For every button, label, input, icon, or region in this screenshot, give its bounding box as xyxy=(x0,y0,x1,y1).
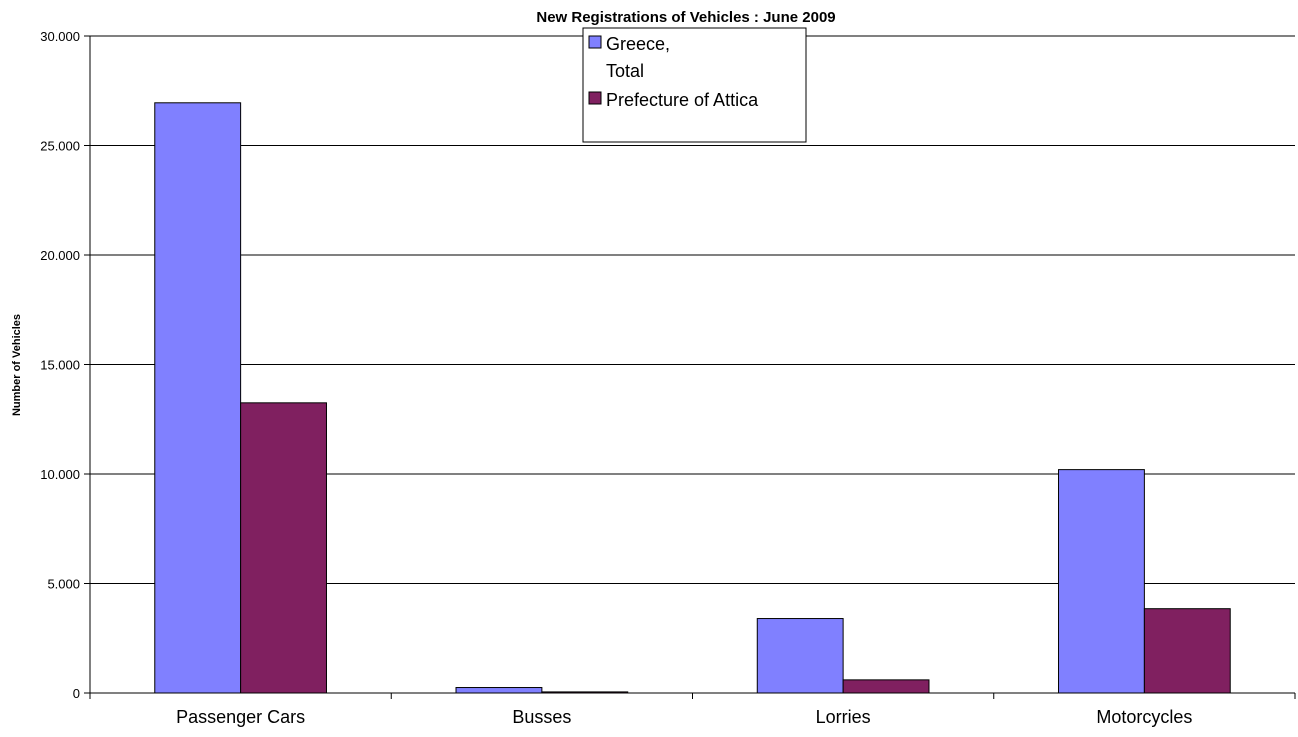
bar xyxy=(154,102,242,694)
x-tick-label: Lorries xyxy=(816,707,871,727)
y-tick-label: 30.000 xyxy=(40,29,80,44)
legend-label: Prefecture of Attica xyxy=(606,90,759,110)
bar xyxy=(756,618,844,694)
y-tick-label: 10.000 xyxy=(40,467,80,482)
legend-swatch xyxy=(588,91,602,105)
bar xyxy=(842,679,930,694)
legend-box xyxy=(582,27,807,143)
x-tick-label: Motorcycles xyxy=(1096,707,1192,727)
y-tick-label: 20.000 xyxy=(40,248,80,263)
axes xyxy=(84,35,1296,699)
y-tick-labels: 0 5.000 10.000 15.000 20.000 25.000 30.000 xyxy=(40,29,80,701)
x-tick-label: Busses xyxy=(512,707,571,727)
y-tick-label: 15.000 xyxy=(40,358,80,373)
x-tick-label: Passenger Cars xyxy=(176,707,305,727)
bars xyxy=(154,102,1231,694)
bar xyxy=(240,402,327,694)
bar xyxy=(1143,608,1231,694)
y-axis-label: Number of Vehicles xyxy=(11,314,23,416)
legend-label: Total xyxy=(606,61,644,81)
bar xyxy=(455,687,543,694)
legend: Greece, Total Prefecture of Attica xyxy=(582,27,807,143)
y-tick-label: 25.000 xyxy=(40,139,80,154)
chart-title: New Registrations of Vehicles : June 200… xyxy=(536,9,835,26)
bar xyxy=(1058,469,1145,694)
legend-swatch xyxy=(588,35,602,49)
x-tick-labels: Passenger Cars Busses Lorries Motorcycles xyxy=(176,707,1192,727)
y-tick-label: 5.000 xyxy=(47,577,80,592)
legend-label: Greece, xyxy=(606,34,670,54)
y-tick-label: 0 xyxy=(73,686,80,701)
